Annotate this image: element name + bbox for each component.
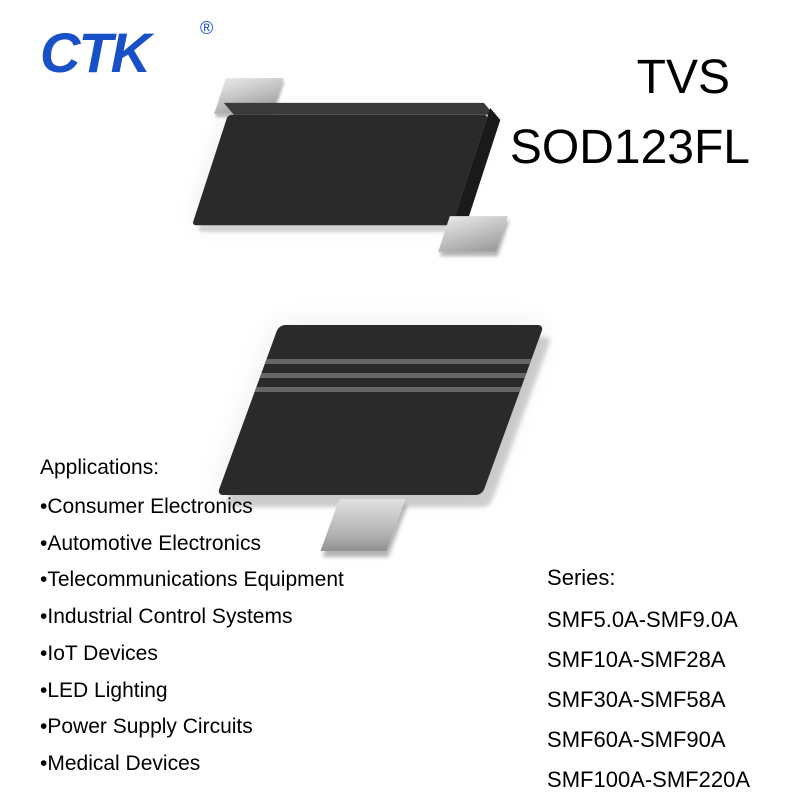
component-top-view (200, 85, 480, 245)
series-list: Series: SMF5.0A-SMF9.0A SMF10A-SMF28A SM… (547, 558, 750, 800)
package-code: SOD123FL (510, 120, 750, 175)
applications-list: Applications: •Consumer Electronics •Aut… (40, 450, 344, 783)
list-item: •LED Lighting (40, 673, 344, 710)
cathode-stripe (265, 359, 532, 364)
list-item: SMF100A-SMF220A (547, 760, 750, 800)
list-item: •Power Supply Circuits (40, 709, 344, 746)
list-item: •Automotive Electronics (40, 526, 344, 563)
list-item: •IoT Devices (40, 636, 344, 673)
brand-logo: CTK (40, 20, 149, 85)
list-item: SMF10A-SMF28A (547, 640, 750, 680)
list-item: •Medical Devices (40, 746, 344, 783)
lead-bottom-right (438, 216, 508, 252)
list-item: SMF60A-SMF90A (547, 720, 750, 760)
list-item: •Consumer Electronics (40, 489, 344, 526)
cathode-stripe (260, 373, 527, 378)
registered-mark: ® (200, 18, 213, 39)
applications-title: Applications: (40, 450, 344, 487)
cathode-stripe (255, 387, 522, 392)
list-item: •Industrial Control Systems (40, 599, 344, 636)
component-body-top (192, 115, 488, 226)
list-item: •Telecommunications Equipment (40, 562, 344, 599)
series-title: Series: (547, 558, 750, 598)
product-type: TVS (637, 50, 730, 105)
list-item: SMF30A-SMF58A (547, 680, 750, 720)
list-item: SMF5.0A-SMF9.0A (547, 600, 750, 640)
